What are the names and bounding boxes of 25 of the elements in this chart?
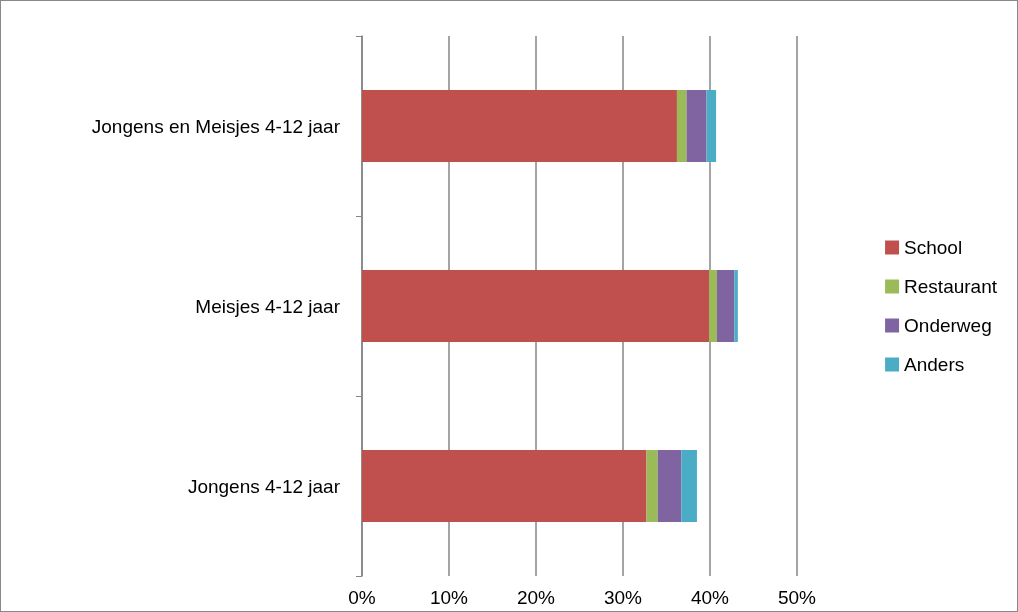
bar bbox=[681, 450, 697, 522]
bar bbox=[734, 270, 738, 342]
bar bbox=[362, 450, 647, 522]
bar bbox=[686, 90, 707, 162]
legend-label: Restaurant bbox=[904, 276, 998, 297]
bar bbox=[657, 450, 682, 522]
x-tick-label: 20% bbox=[516, 587, 556, 608]
x-tick-label: 10% bbox=[429, 587, 469, 608]
bar bbox=[362, 90, 677, 162]
x-tick-label: 30% bbox=[603, 587, 643, 608]
x-tick-label: 0% bbox=[348, 587, 376, 608]
x-tick-label: 40% bbox=[690, 587, 730, 608]
bar bbox=[646, 450, 658, 522]
y-tick-label: Jongens en Meisjes 4-12 jaar bbox=[91, 115, 341, 137]
bar bbox=[716, 270, 735, 342]
y-tick-label: Jongens 4-12 jaar bbox=[187, 475, 341, 497]
legend-label: School bbox=[904, 237, 963, 258]
legend-label: Onderweg bbox=[904, 315, 992, 336]
legend-label: Anders bbox=[904, 354, 965, 375]
x-tick-label: 50% bbox=[777, 587, 817, 608]
y-tick-label: Meisjes 4-12 jaar bbox=[195, 295, 341, 317]
bar bbox=[709, 270, 717, 342]
bar bbox=[706, 90, 717, 162]
bar bbox=[676, 90, 687, 162]
bar bbox=[362, 270, 710, 342]
